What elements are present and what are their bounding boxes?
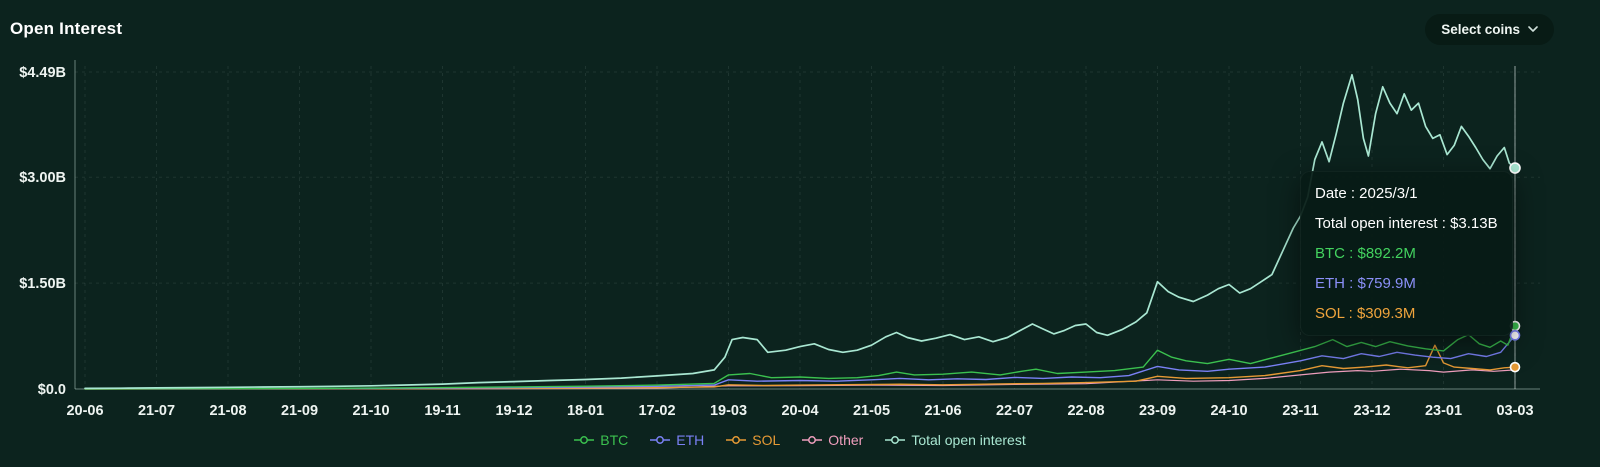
tooltip-row-btc: BTC : $892.2M [1315,245,1416,262]
tooltip-row-total: Total open interest : $3.13B [1315,215,1498,232]
y-tick-label: $0.0 [38,382,66,398]
x-tick-label: 21-07 [138,403,175,419]
legend-item-eth[interactable]: ETH [650,432,704,448]
select-coins-button[interactable]: Select coins [1425,13,1554,45]
x-tick-label: 21-09 [281,403,318,419]
legend-item-sol[interactable]: SOL [726,432,780,448]
header: Open Interest Select coins [0,0,1600,58]
y-tick-label: $4.49B [19,65,66,81]
x-tick-label: 20-04 [781,403,818,419]
x-tick-label: 23-09 [1139,403,1176,419]
legend-marker-icon [885,436,906,444]
series-line-btc [84,325,1516,390]
crosshair-dot-sol [1509,361,1521,373]
legend-item-other[interactable]: Other [802,432,863,448]
x-tick-label: 18-01 [567,403,604,419]
x-tick-label: 19-11 [424,403,460,419]
x-tick-label: 24-10 [1210,403,1247,419]
legend-item-btc[interactable]: BTC [574,432,628,448]
x-tick-label: 20-06 [66,403,103,419]
x-tick-label: 23-01 [1425,403,1462,419]
page-title: Open Interest [10,19,123,38]
tooltip-row-date: Date : 2025/3/1 [1315,185,1418,202]
legend-marker-icon [574,436,595,444]
x-tick-label: 03-03 [1496,403,1533,419]
legend-item-total[interactable]: Total open interest [885,432,1026,448]
x-tick-label: 21-05 [853,403,890,419]
crosshair-dot-total [1509,162,1521,174]
legend-marker-icon [726,436,747,444]
y-tick-label: $1.50B [19,276,66,292]
crosshair-dot-eth [1509,330,1521,341]
legend-marker-icon [650,436,671,444]
x-tick-label: 17-02 [638,403,675,419]
x-tick-label: 22-07 [996,403,1033,419]
x-tick-label: 23-11 [1282,403,1318,419]
x-tick-label: 19-12 [495,403,532,419]
chart-tooltip: Date : 2025/3/1 Total open interest : $3.… [1300,171,1513,336]
legend-label: Total open interest [911,432,1026,448]
chart-legend: BTC ETH SOL Other Total open interest [0,428,1600,452]
select-coins-label: Select coins [1441,21,1520,37]
x-tick-label: 19-03 [710,403,747,419]
legend-label: BTC [600,432,629,448]
legend-marker-icon [802,436,823,444]
legend-label: SOL [752,432,781,448]
y-tick-label: $3.00B [19,170,66,186]
x-tick-label: 23-12 [1353,403,1390,419]
series-line-eth [84,334,1516,390]
x-tick-label: 21-08 [209,403,246,419]
series-line-total [84,73,1516,390]
chevron-down-icon [1528,26,1538,32]
legend-label: ETH [676,432,705,448]
tooltip-row-eth: ETH : $759.9M [1315,275,1416,292]
tooltip-row-sol: SOL : $309.3M [1315,305,1416,322]
x-tick-label: 22-08 [1067,403,1104,419]
series-line-sol [84,344,1516,390]
legend-label: Other [828,432,864,448]
x-tick-label: 21-06 [924,403,961,419]
x-tick-label: 21-10 [352,403,389,419]
